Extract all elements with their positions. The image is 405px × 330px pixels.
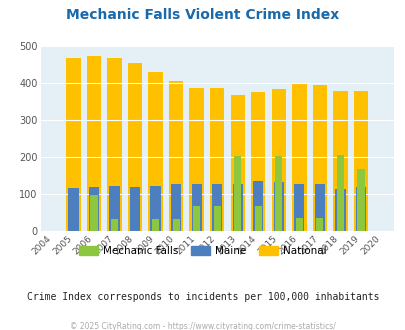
Bar bbox=[213, 206, 220, 231]
Bar bbox=[148, 72, 162, 231]
Bar bbox=[230, 95, 244, 231]
Bar bbox=[315, 218, 323, 231]
Bar bbox=[130, 187, 140, 231]
Bar bbox=[353, 91, 367, 231]
Bar bbox=[66, 58, 81, 231]
Bar bbox=[68, 188, 79, 231]
Bar bbox=[209, 88, 224, 231]
Bar bbox=[232, 184, 242, 231]
Bar bbox=[150, 186, 160, 231]
Text: © 2025 CityRating.com - https://www.cityrating.com/crime-statistics/: © 2025 CityRating.com - https://www.city… bbox=[70, 322, 335, 330]
Text: Crime Index corresponds to incidents per 100,000 inhabitants: Crime Index corresponds to incidents per… bbox=[27, 292, 378, 302]
Bar bbox=[250, 92, 265, 231]
Bar bbox=[128, 63, 142, 231]
Bar bbox=[111, 219, 118, 231]
Bar bbox=[292, 84, 306, 231]
Bar bbox=[253, 182, 263, 231]
Bar bbox=[273, 182, 283, 231]
Bar bbox=[271, 89, 285, 231]
Bar bbox=[314, 184, 324, 231]
Bar bbox=[294, 184, 304, 231]
Bar bbox=[109, 186, 119, 231]
Bar bbox=[335, 189, 345, 231]
Bar bbox=[172, 219, 179, 231]
Text: Mechanic Falls Violent Crime Index: Mechanic Falls Violent Crime Index bbox=[66, 8, 339, 22]
Bar bbox=[275, 156, 282, 231]
Bar bbox=[356, 169, 364, 231]
Bar bbox=[151, 219, 159, 231]
Bar bbox=[171, 184, 181, 231]
Bar bbox=[234, 156, 241, 231]
Bar bbox=[107, 58, 122, 231]
Bar bbox=[191, 184, 201, 231]
Bar bbox=[168, 81, 183, 231]
Bar bbox=[355, 187, 365, 231]
Bar bbox=[333, 90, 347, 231]
Bar bbox=[87, 56, 101, 231]
Bar bbox=[336, 155, 343, 231]
Legend: Mechanic Falls, Maine, National: Mechanic Falls, Maine, National bbox=[75, 242, 330, 260]
Bar bbox=[89, 187, 99, 231]
Bar bbox=[254, 206, 261, 231]
Bar bbox=[189, 88, 203, 231]
Bar bbox=[90, 195, 97, 231]
Bar bbox=[193, 206, 200, 231]
Bar bbox=[295, 218, 302, 231]
Bar bbox=[312, 85, 326, 231]
Bar bbox=[211, 184, 222, 231]
